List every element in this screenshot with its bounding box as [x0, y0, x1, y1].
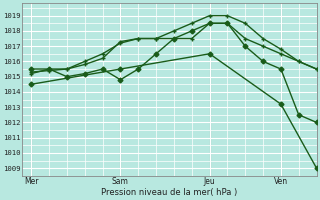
X-axis label: Pression niveau de la mer( hPa ): Pression niveau de la mer( hPa ) — [101, 188, 237, 197]
